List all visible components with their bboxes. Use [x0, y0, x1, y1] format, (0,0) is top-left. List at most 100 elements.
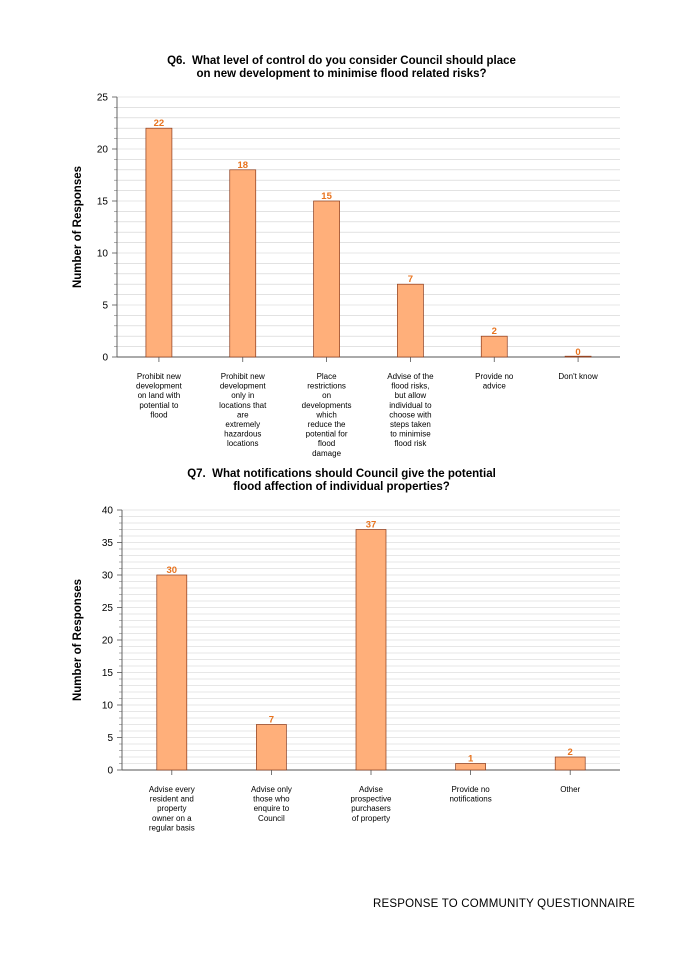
chart-title: Q6. What level of control do you conside… — [0, 55, 683, 81]
chart-title-line: on new development to minimise flood rel… — [196, 68, 487, 80]
x-tick-label: Prohibit new development on land with poten… — [136, 372, 183, 419]
y-tick-label: 0 — [102, 353, 108, 364]
chart-q7: Q7. What notifications should Council gi… — [0, 465, 683, 845]
x-tick-label-line: purchasers — [351, 804, 391, 813]
x-tick-label-line: locations that — [219, 401, 267, 410]
x-tick-label: Advise every resident and property owner on… — [149, 785, 195, 832]
x-tick-label-line: flood — [150, 410, 167, 419]
chart-title-line: Q6. What level of control do you conside… — [167, 55, 516, 67]
x-tick-label-line: Place — [317, 372, 338, 381]
x-tick-label-line: those who — [253, 795, 290, 804]
x-tick-label-line: which — [315, 410, 336, 419]
y-tick-label: 40 — [102, 506, 114, 517]
x-tick-label-line: Advise of the — [387, 372, 434, 381]
x-tick-label: Advise prospective purchasers of property — [351, 785, 392, 823]
x-tick-label-line: regular basis — [149, 823, 195, 832]
data-label: 1 — [468, 754, 474, 765]
data-label: 7 — [408, 274, 413, 285]
data-label: 18 — [237, 160, 248, 171]
x-tick-label-line: development — [136, 382, 183, 391]
x-tick-label-line: property — [157, 804, 186, 813]
x-tick-label-line: Council — [258, 814, 285, 823]
x-tick-label-line: potential for — [306, 430, 348, 439]
x-tick-label-line: choose with — [389, 410, 431, 419]
data-label: 2 — [568, 747, 573, 758]
y-axis-label: Number of Responses — [72, 579, 84, 701]
x-tick-label-line: restrictions — [307, 382, 346, 391]
x-tick-label-line: hazardous — [224, 430, 261, 439]
data-label: 15 — [321, 191, 332, 202]
x-tick-label-line: flood — [318, 439, 335, 448]
x-tick-label-line: notifications — [449, 795, 491, 804]
bar — [480, 335, 508, 358]
y-axis-label: Number of Responses — [72, 166, 84, 288]
x-tick-label-line: steps taken — [390, 420, 431, 429]
x-tick-label-line: Other — [560, 785, 580, 794]
x-tick-label-line: owner on a — [152, 814, 192, 823]
bar — [554, 756, 586, 771]
x-tick-label: Advise only those who enquire to Council — [251, 785, 292, 823]
x-tick-label: Place restrictions on developments which redu… — [302, 372, 352, 458]
chart-svg: 0 5 10 15 20 25 30 35 40 Number of Responses 30 Adv… — [72, 506, 620, 832]
y-tick-label: 25 — [102, 603, 114, 614]
y-tick-label: 5 — [102, 301, 108, 312]
chart-title: Q7. What notifications should Council gi… — [0, 468, 683, 494]
x-tick-label-line: flood risks, — [391, 382, 429, 391]
x-tick-label-line: extremely — [225, 420, 260, 429]
bar — [313, 200, 340, 358]
x-tick-label-line: enquire to — [254, 804, 290, 813]
x-tick-label-line: reduce the — [308, 420, 346, 429]
bar — [355, 529, 387, 771]
x-tick-label-line: individual to — [389, 401, 432, 410]
x-tick-label-line: of property — [352, 814, 390, 823]
x-tick-label-line: prospective — [351, 795, 392, 804]
y-tick-label: 25 — [97, 93, 109, 104]
data-label: 2 — [492, 326, 497, 337]
data-label: 37 — [366, 520, 377, 531]
bar — [156, 574, 188, 771]
x-tick-label-line: Advise only — [251, 785, 292, 794]
x-tick-label-line: Advise every — [149, 785, 195, 794]
y-tick-label: 30 — [102, 571, 114, 582]
y-tick-label: 10 — [102, 701, 114, 712]
x-tick-label-line: damage — [312, 449, 341, 458]
x-tick-label: Prohibit new development only in locations … — [219, 372, 267, 448]
y-tick-label: 15 — [102, 668, 114, 679]
chart-title-line: flood affection of individual properties… — [233, 481, 450, 493]
x-tick-label: Advise of the flood risks, but allow indivi… — [387, 372, 434, 448]
x-tick-label-line: but allow — [395, 391, 427, 400]
x-tick-label-line: Provide no — [451, 785, 490, 794]
x-tick-label-line: Prohibit new — [221, 372, 265, 381]
y-tick-label: 20 — [97, 145, 109, 156]
x-tick-label-line: only in — [231, 391, 254, 400]
x-tick-label-line: on — [322, 391, 331, 400]
data-label: 30 — [167, 565, 178, 576]
x-tick-label: Don't know — [558, 372, 598, 381]
data-label: 22 — [154, 118, 165, 129]
data-label: 7 — [269, 715, 274, 726]
x-tick-label-line: Don't know — [558, 372, 598, 381]
x-tick-label: Provide no notifications — [449, 785, 491, 804]
y-tick-label: 35 — [102, 538, 114, 549]
chart-q6: Q6. What level of control do you conside… — [0, 50, 683, 460]
y-tick-label: 5 — [107, 733, 113, 744]
x-tick-label: Provide no advice — [475, 372, 514, 391]
x-tick-label-line: potential to — [139, 401, 179, 410]
x-tick-label-line: to minimise — [390, 430, 431, 439]
x-tick-label-line: flood risk — [394, 439, 427, 448]
x-tick-label-line: locations — [227, 439, 259, 448]
x-tick-label: Other — [560, 785, 580, 794]
bar — [145, 127, 173, 358]
bar — [229, 169, 257, 358]
x-tick-label-line: development — [220, 382, 267, 391]
page-footer: RESPONSE TO COMMUNITY QUESTIONNAIRE — [373, 898, 635, 910]
x-tick-label-line: Prohibit new — [137, 372, 181, 381]
bar — [256, 724, 287, 771]
y-tick-label: 20 — [102, 636, 114, 647]
x-tick-label-line: advice — [483, 382, 507, 391]
x-tick-label-line: are — [237, 410, 249, 419]
x-tick-label-line: on land with — [138, 391, 181, 400]
y-tick-label: 0 — [107, 766, 113, 777]
x-tick-label-line: resident and — [150, 795, 194, 804]
